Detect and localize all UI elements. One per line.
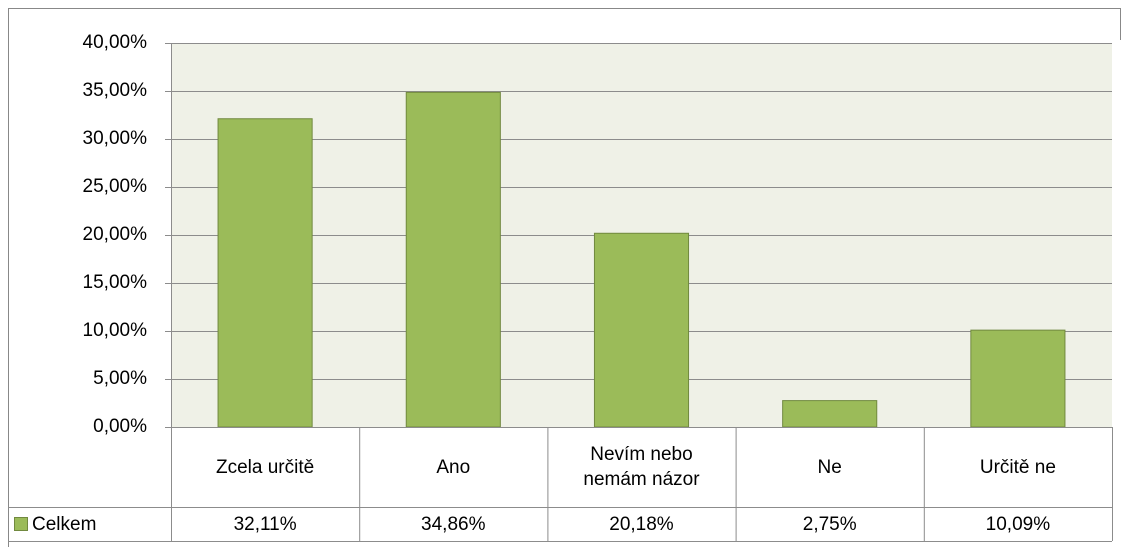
bar bbox=[970, 329, 1066, 428]
data-table-value: 20,18% bbox=[547, 507, 735, 541]
x-tick-label-text: Zcela určitě bbox=[215, 456, 315, 478]
x-tick-label-text: Ne bbox=[817, 456, 842, 478]
y-tick-label: 15,00% bbox=[83, 272, 148, 293]
legend-key bbox=[14, 517, 28, 531]
data-table-value-text: 32,11% bbox=[233, 513, 297, 535]
data-table-value: 10,09% bbox=[924, 507, 1112, 541]
legend-label: Celkem bbox=[32, 513, 97, 535]
y-tick-label: 25,00% bbox=[83, 176, 148, 197]
y-tick-label: 35,00% bbox=[83, 80, 148, 101]
bar bbox=[217, 118, 313, 428]
y-tick-label: 20,00% bbox=[83, 224, 148, 245]
x-tick-label-text: Ano bbox=[436, 456, 471, 478]
data-table-value: 2,75% bbox=[736, 507, 924, 541]
y-tick-label: 30,00% bbox=[83, 128, 148, 149]
y-tick-label: 40,00% bbox=[83, 32, 148, 53]
y-tick-label: 10,00% bbox=[83, 320, 148, 341]
x-tick-label: Ano bbox=[359, 427, 547, 507]
data-table-value-text: 34,86% bbox=[421, 513, 486, 535]
x-tick-label: Určitě ne bbox=[924, 427, 1112, 507]
x-tick-label-text: Nevím nebo nemám názor bbox=[583, 444, 700, 490]
legend: Celkem bbox=[8, 507, 171, 541]
bar bbox=[405, 91, 501, 428]
x-tick-label: Nevím nebo nemám názor bbox=[547, 427, 735, 507]
data-table-value-text: 10,09% bbox=[985, 513, 1051, 535]
bar bbox=[593, 232, 690, 428]
y-tick-label: 5,00% bbox=[93, 368, 147, 389]
data-table-value: 32,11% bbox=[171, 507, 359, 541]
bar bbox=[782, 400, 878, 428]
x-tick-label: Zcela určitě bbox=[171, 427, 359, 507]
y-tick-label: 0,00% bbox=[93, 416, 147, 437]
data-table-value-text: 2,75% bbox=[802, 513, 857, 535]
x-tick-label: Ne bbox=[736, 427, 924, 507]
x-tick-label-text: Určitě ne bbox=[979, 456, 1056, 478]
data-table-value: 34,86% bbox=[359, 507, 547, 541]
data-table-value-text: 20,18% bbox=[609, 513, 674, 535]
